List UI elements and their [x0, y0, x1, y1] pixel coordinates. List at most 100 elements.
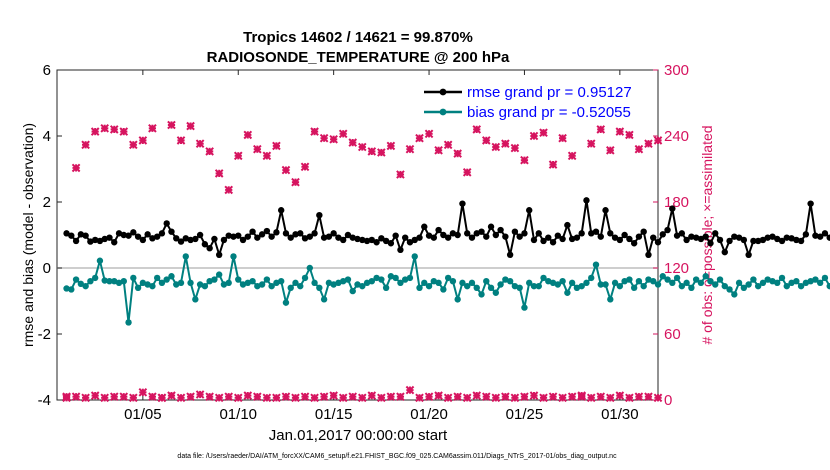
series-bias-point [540, 274, 547, 282]
series-rmse-point [669, 205, 676, 212]
series-bias-point [464, 282, 471, 290]
series-rmse-point [239, 236, 247, 244]
series-bias-point [821, 274, 829, 282]
series-rmse-point [650, 234, 657, 241]
series-bias-point [68, 286, 75, 293]
series-bias-point [211, 276, 218, 283]
series-bias-point [320, 296, 328, 303]
series-bias-point [359, 282, 366, 290]
series-rmse-point [335, 234, 342, 241]
series-bias-point [459, 279, 466, 287]
series-rmse-point [793, 236, 800, 244]
series-bias-point [72, 276, 80, 283]
series-bias-point [483, 278, 490, 285]
series-rmse-point [726, 237, 733, 245]
series-bias-point [602, 281, 609, 288]
plot-area [56, 69, 659, 401]
series-rmse-point [220, 236, 228, 244]
series-bias-point [225, 279, 232, 287]
series-rmse [63, 197, 830, 259]
series-rmse-point [354, 235, 361, 243]
series-bias-point [816, 279, 824, 287]
series-bias-point [201, 282, 209, 290]
series-bias-point [726, 286, 733, 293]
series-rmse-point [821, 230, 829, 237]
series-rmse-point [540, 237, 547, 245]
series-rmse-point [134, 233, 142, 240]
x-tick-label: 01/15 [315, 406, 353, 423]
series-rmse-point [244, 233, 251, 240]
series-rmse-point [158, 230, 166, 237]
series-bias-point [235, 276, 242, 283]
series-rmse-point [607, 230, 614, 237]
series-assimilated [62, 120, 663, 403]
series-bias-point [759, 279, 767, 287]
series-rmse-point [339, 236, 347, 244]
series-rmse-point [430, 234, 438, 241]
y-tick-label-left: 2 [43, 194, 51, 211]
series-rmse-point [72, 237, 80, 245]
series-rmse-point [392, 232, 399, 239]
y-tick-label-left: -4 [38, 392, 51, 409]
series-rmse-point [277, 207, 285, 214]
series-rmse-point [258, 231, 266, 238]
series-bias-point [673, 274, 681, 282]
series-rmse-point [511, 228, 519, 235]
series-bias-point [697, 279, 705, 287]
y-tick-label-right: 300 [664, 62, 689, 79]
series-bias-point [292, 279, 299, 287]
series-rmse-point [201, 241, 209, 248]
series-bias-point [268, 282, 275, 290]
series-rmse-point [597, 233, 604, 240]
series-bias-point [349, 287, 356, 295]
series-bias-point [731, 291, 738, 298]
series-rmse-point [716, 236, 724, 244]
series-rmse-point [139, 236, 147, 244]
y-tick-label-right: 120 [664, 260, 689, 277]
series-rmse-point [559, 235, 566, 243]
series-rmse-point [421, 223, 428, 230]
series-bias-point [492, 289, 500, 296]
series-rmse-point [196, 231, 204, 239]
series-rmse-point [683, 236, 690, 244]
series-bias-point [297, 282, 304, 290]
series-rmse-point [516, 233, 523, 240]
x-tick-label: 01/25 [506, 406, 544, 423]
series-bias-point [311, 279, 318, 287]
series-bias-point [263, 276, 271, 283]
series-bias-point [521, 304, 528, 311]
series-bias-point [616, 282, 624, 290]
x-tick-label: 01/20 [410, 406, 448, 423]
series-rmse-point [344, 231, 352, 239]
series-bias-point [177, 279, 185, 287]
x-axis-label: Jan.01,2017 00:00:00 start [269, 427, 448, 444]
series-rmse-point [592, 228, 600, 235]
series-bias-point [473, 284, 480, 291]
series-bias-point [530, 282, 538, 290]
series-bias-point [626, 276, 633, 283]
legend-box [420, 80, 652, 120]
series-rmse-point [640, 228, 647, 235]
series-bias-point [559, 278, 566, 285]
series-rmse-point [602, 207, 609, 214]
series-rmse-point [630, 240, 638, 247]
series-bias-point [654, 281, 662, 288]
series-rmse-point [497, 226, 504, 234]
series-rmse-point [735, 234, 743, 241]
series-rmse-point [688, 233, 695, 240]
series-bias-point [669, 279, 676, 287]
series-rmse-point [163, 220, 170, 227]
series-rmse-point [459, 200, 466, 207]
series-rmse-point [215, 251, 223, 258]
series-bias-point [607, 296, 614, 303]
series-rmse-point [678, 230, 686, 237]
series-rmse-point [506, 251, 514, 258]
y-tick-label-left: 0 [43, 260, 51, 277]
series-rmse-point [325, 233, 333, 240]
series-rmse-point [173, 235, 180, 242]
series-rmse-point [292, 231, 299, 238]
series-rmse-point [530, 236, 538, 244]
y-tick-label-right: 60 [664, 326, 681, 343]
series-rmse-point [273, 229, 280, 236]
series-rmse-point [249, 228, 256, 235]
